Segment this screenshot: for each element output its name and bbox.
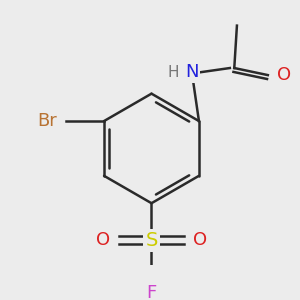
Text: O: O: [277, 66, 291, 84]
Text: O: O: [193, 231, 207, 249]
Text: S: S: [145, 231, 158, 250]
Text: H: H: [168, 65, 179, 80]
Text: F: F: [146, 284, 157, 300]
Text: Br: Br: [38, 112, 57, 130]
Text: N: N: [185, 63, 199, 81]
Text: O: O: [96, 231, 110, 249]
